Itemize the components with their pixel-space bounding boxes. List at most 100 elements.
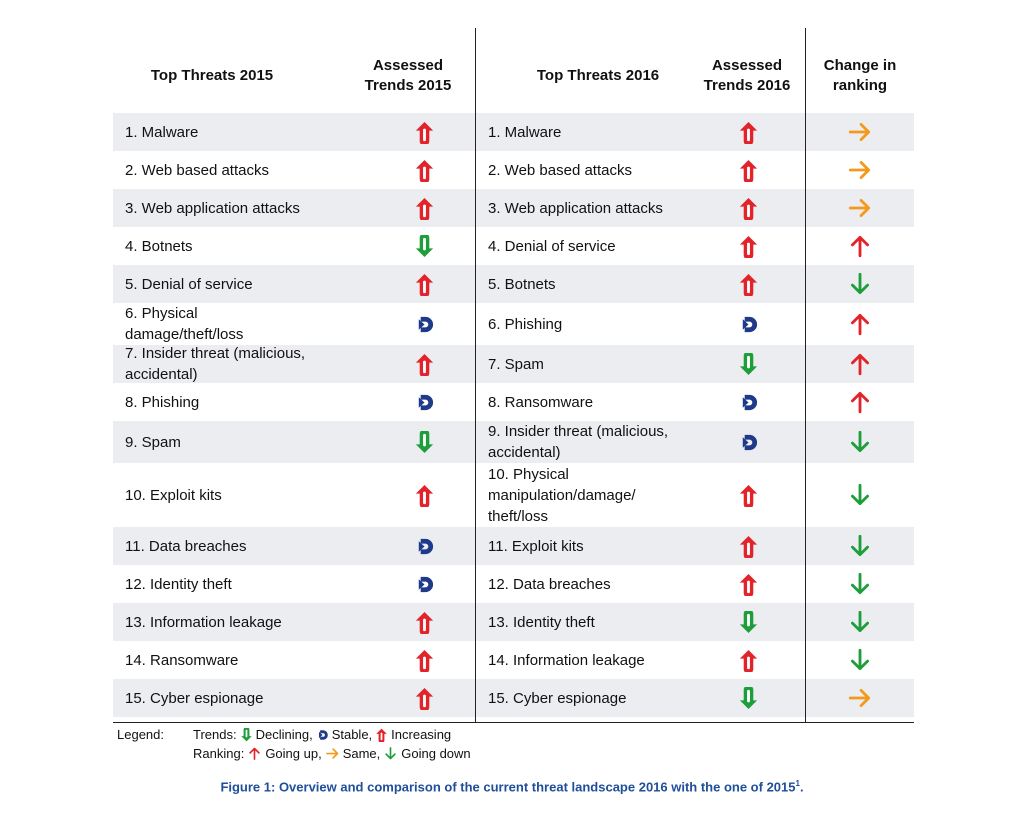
trend-2015-cell — [375, 189, 473, 227]
arrow-up-icon — [847, 311, 873, 337]
arrow-down-icon — [847, 533, 873, 559]
increasing-trend-icon — [738, 573, 759, 596]
threat-2016-cell: 11. Exploit kits — [488, 527, 708, 565]
threat-2015-cell: 2. Web based attacks — [125, 151, 375, 189]
increasing-trend-icon — [738, 197, 759, 220]
arrow-up-icon — [847, 351, 873, 377]
increasing-trend-icon — [414, 484, 435, 507]
stable-trend-icon — [738, 313, 759, 336]
threat-2016-name: 13. Identity theft — [488, 613, 595, 631]
arrow-right-icon — [847, 119, 873, 145]
table-row: 4. Botnets 4. Denial of service — [113, 227, 914, 265]
threat-2015-name: 2. Web based attacks — [125, 161, 269, 179]
ranking-change-cell — [805, 265, 914, 303]
legend-going-up: Going up, — [265, 746, 322, 761]
trend-2016-cell — [698, 303, 798, 345]
caption-text: Figure 1: Overview and comparison of the… — [220, 779, 796, 795]
threat-2016-name: 11. Exploit kits — [488, 537, 584, 555]
threat-2015-cell: 3. Web application attacks — [125, 189, 375, 227]
ranking-change-cell — [805, 227, 914, 265]
increasing-trend-icon — [738, 484, 759, 507]
stable-trend-icon — [414, 313, 435, 336]
trend-2015-cell — [375, 227, 473, 265]
threat-2016-name: 6. Phishing — [488, 315, 563, 333]
trend-2016-cell — [698, 151, 798, 189]
threat-2016-name: 10. Physical manipulation/damage/ theft/… — [488, 465, 636, 525]
threat-2016-name: 14. Information leakage — [488, 651, 645, 669]
arrow-right-icon — [325, 746, 340, 761]
trend-2015-cell — [375, 113, 473, 151]
increasing-trend-icon — [414, 121, 435, 144]
table-row: 8. Phishing 8. Ransomware — [113, 383, 914, 421]
threat-2015-name: 9. Spam — [125, 433, 181, 451]
threat-2016-name: 15. Cyber espionage — [488, 689, 627, 707]
table-row: 6. Physical damage/theft/loss 6. Phishin… — [113, 303, 914, 345]
arrow-down-icon — [383, 746, 398, 761]
threat-2016-name: 5. Botnets — [488, 275, 556, 293]
table-row: 1. Malware 1. Malware — [113, 113, 914, 151]
legend-going-down: Going down — [401, 746, 471, 761]
legend-trends: Trends: Declining, Stable, Increasing — [193, 725, 451, 744]
legend-declining: Declining, — [255, 727, 313, 742]
ranking-change-cell — [805, 527, 914, 565]
increasing-trend-icon — [375, 728, 388, 742]
ranking-change-cell — [805, 151, 914, 189]
table-row: 5. Denial of service 5. Botnets — [113, 265, 914, 303]
increasing-trend-icon — [738, 273, 759, 296]
trend-2015-cell — [375, 565, 473, 603]
threat-2015-cell: 7. Insider threat (malicious, accidental… — [125, 345, 375, 383]
threat-2015-name: 8. Phishing — [125, 393, 200, 411]
table-row: 7. Insider threat (malicious, accidental… — [113, 345, 914, 383]
threat-2015-name: 11. Data breaches — [125, 537, 247, 555]
threat-2015-name: 3. Web application attacks — [125, 199, 300, 217]
arrow-up-icon — [847, 389, 873, 415]
table-row: 10. Exploit kits 10. Physical manipulati… — [113, 463, 914, 527]
arrow-up-icon — [247, 746, 262, 761]
increasing-trend-icon — [414, 611, 435, 634]
legend-increasing: Increasing — [391, 727, 452, 742]
threat-2015-cell: 4. Botnets — [125, 227, 375, 265]
table-row: 11. Data breaches 11. Exploit kits — [113, 527, 914, 565]
declining-trend-icon — [414, 234, 435, 258]
trend-2015-cell — [375, 383, 473, 421]
trend-2016-cell — [698, 603, 798, 641]
caption-footnote-mark: 1 — [795, 779, 800, 788]
trend-2016-cell — [698, 527, 798, 565]
threat-2015-name: 1. Malware — [125, 123, 199, 141]
threat-2015-name: 12. Identity theft — [125, 575, 232, 593]
legend-stable: Stable, — [331, 727, 373, 742]
figure-caption: Figure 1: Overview and comparison of the… — [0, 779, 1024, 794]
threat-2016-cell: 7. Spam — [488, 345, 708, 383]
table-row: 12. Identity theft 12. Data breaches — [113, 565, 914, 603]
threat-2015-name: 7. Insider threat (malicious, accidental… — [125, 345, 306, 383]
increasing-trend-icon — [414, 353, 435, 376]
threat-2016-name: 9. Insider threat (malicious, accidental… — [488, 423, 669, 461]
table-row: 3. Web application attacks 3. Web applic… — [113, 189, 914, 227]
stable-trend-icon — [414, 573, 435, 596]
threat-2016-cell: 5. Botnets — [488, 265, 708, 303]
table-row: 14. Ransomware 14. Information leakage — [113, 641, 914, 679]
increasing-trend-icon — [414, 273, 435, 296]
increasing-trend-icon — [414, 197, 435, 220]
ranking-change-cell — [805, 113, 914, 151]
threat-2015-cell: 8. Phishing — [125, 383, 375, 421]
threat-2016-cell: 4. Denial of service — [488, 227, 708, 265]
threat-2016-cell: 15. Cyber espionage — [488, 679, 708, 717]
threat-2015-cell: 12. Identity theft — [125, 565, 375, 603]
trend-2016-cell — [698, 345, 798, 383]
header-top-threats-2016: Top Threats 2016 — [536, 67, 660, 84]
arrow-right-icon — [847, 157, 873, 183]
threat-2015-cell: 13. Information leakage — [125, 603, 375, 641]
declining-trend-icon — [738, 686, 759, 710]
stable-trend-icon — [738, 391, 759, 414]
threat-2016-name: 2. Web based attacks — [488, 161, 632, 179]
trend-2015-cell — [375, 641, 473, 679]
trend-2015-cell — [375, 603, 473, 641]
trend-2016-cell — [698, 265, 798, 303]
ranking-change-cell — [805, 641, 914, 679]
threat-2015-name: 13. Information leakage — [125, 613, 282, 631]
threat-2015-cell: 14. Ransomware — [125, 641, 375, 679]
trend-2015-cell — [375, 151, 473, 189]
arrow-down-icon — [847, 271, 873, 297]
